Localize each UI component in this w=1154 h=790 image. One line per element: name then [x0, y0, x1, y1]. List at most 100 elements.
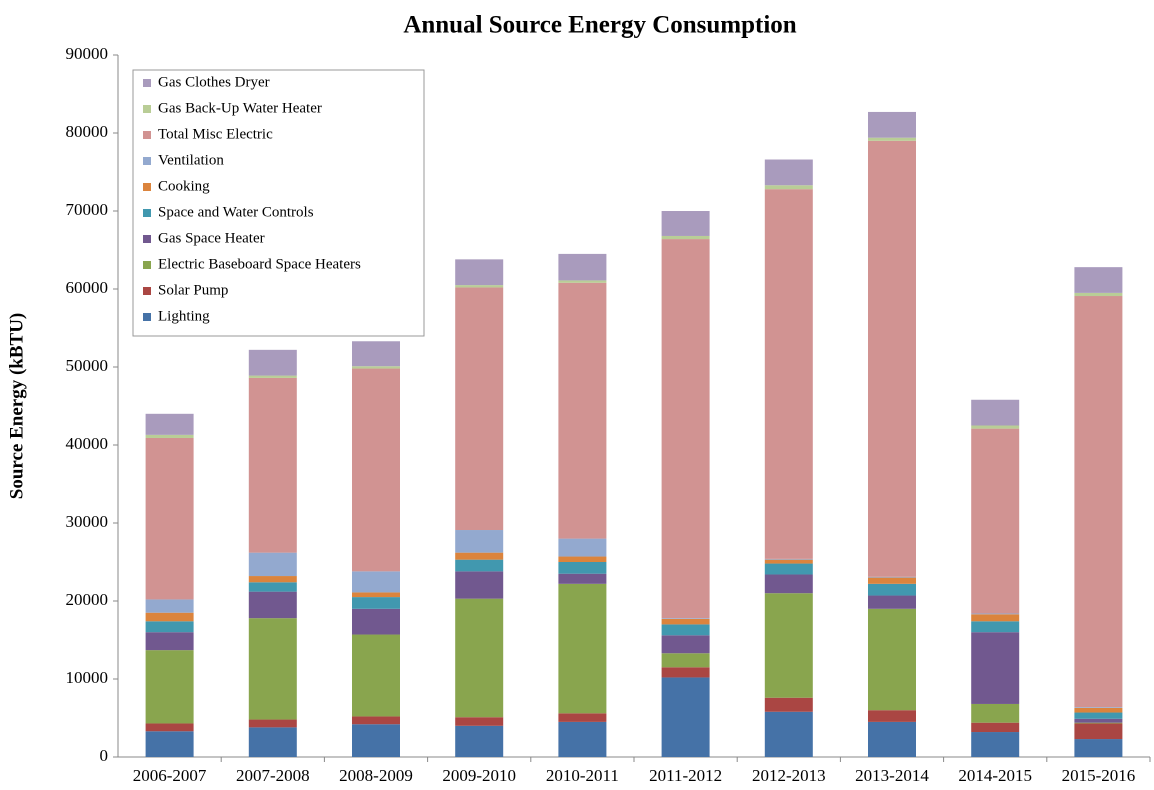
bar-segment	[1074, 712, 1123, 719]
bar-segment	[352, 724, 400, 757]
legend-label: Cooking	[158, 178, 210, 194]
bar-segment	[868, 137, 916, 141]
y-tick-label: 20000	[66, 590, 109, 609]
bar-segment	[971, 613, 1020, 615]
bar-segment	[455, 571, 504, 599]
bar-segment	[764, 563, 813, 575]
x-tick-label: 2015-2016	[1062, 766, 1136, 785]
legend-label: Space and Water Controls	[158, 204, 314, 220]
legend-swatch	[143, 105, 151, 113]
bar-segment	[145, 731, 194, 757]
legend-swatch	[143, 209, 151, 217]
bar-segment	[248, 375, 297, 378]
bar-segment	[455, 285, 504, 288]
bar-segment	[455, 598, 504, 718]
bar-segment	[455, 559, 504, 572]
y-tick-label: 40000	[66, 434, 109, 453]
bar-segment	[455, 259, 504, 286]
bar-segment	[661, 624, 710, 636]
bar-segment	[661, 618, 710, 619]
chart-title: Annual Source Energy Consumption	[403, 12, 796, 39]
bar-segment	[352, 592, 400, 598]
legend-swatch	[143, 157, 151, 165]
bar-segment	[352, 716, 400, 725]
legend-box	[132, 69, 425, 337]
bar-segment	[455, 287, 504, 531]
bar-segment	[661, 235, 710, 240]
bar-segment	[248, 377, 297, 553]
y-tick-label: 0	[100, 746, 109, 765]
bar-segment	[558, 282, 607, 539]
bar-segment	[352, 341, 400, 367]
bar-segment	[352, 366, 400, 369]
bar-segment	[971, 399, 1020, 426]
bar-segment	[661, 653, 710, 668]
legend-swatch	[143, 79, 151, 87]
bar-segment	[971, 632, 1020, 704]
bar-segment	[764, 593, 813, 698]
x-tick-label: 2010-2011	[546, 766, 619, 785]
bar-segment	[455, 717, 504, 726]
bar-segment	[248, 349, 297, 376]
x-tick-label: 2009-2010	[442, 766, 516, 785]
y-tick-label: 70000	[66, 200, 109, 219]
bar-segment	[145, 599, 194, 613]
legend-swatch	[143, 183, 151, 191]
legend-label: Gas Space Heater	[158, 230, 265, 246]
bar-segment	[352, 368, 400, 572]
bar-segment	[558, 562, 607, 574]
bar-segment	[868, 710, 916, 722]
bar-segment	[352, 571, 400, 593]
bar-segment	[352, 634, 400, 717]
bar-segment	[971, 621, 1020, 633]
x-tick-label: 2011-2012	[649, 766, 722, 785]
bar-segment	[558, 556, 607, 562]
bar-segment	[868, 576, 916, 578]
bar-segment	[1074, 722, 1123, 724]
x-tick-label: 2007-2008	[236, 766, 310, 785]
x-tick-label: 2012-2013	[752, 766, 826, 785]
x-tick-label: 2013-2014	[855, 766, 929, 785]
bar-segment	[558, 713, 607, 722]
bar-segment	[1074, 296, 1123, 708]
y-tick-label: 10000	[66, 668, 109, 687]
bar-segment	[971, 722, 1020, 733]
x-tick-label: 2006-2007	[133, 766, 207, 785]
bar-segment	[455, 530, 504, 553]
legend-swatch	[143, 235, 151, 243]
bar-segment	[1074, 267, 1123, 293]
bar-segment	[661, 211, 710, 236]
bar-segment	[764, 697, 813, 712]
bar-segment	[455, 725, 504, 757]
bar-segment	[248, 719, 297, 728]
legend-label: Gas Back-Up Water Heater	[158, 100, 322, 116]
bar-segment	[352, 597, 400, 609]
bar-segment	[661, 677, 710, 757]
bar-segment	[558, 721, 607, 757]
legend-label: Lighting	[158, 308, 210, 324]
bar-segment	[455, 552, 504, 560]
bar-segment	[1074, 739, 1123, 757]
y-tick-label: 60000	[66, 278, 109, 297]
bar-segment	[248, 576, 297, 583]
bar-segment	[145, 612, 194, 622]
bar-segment	[661, 667, 710, 678]
bar-segment	[764, 185, 813, 190]
legend-swatch	[143, 287, 151, 295]
bar-segment	[145, 434, 194, 438]
legend-label: Ventilation	[158, 152, 224, 168]
bar-segment	[661, 239, 710, 619]
bar-segment	[661, 618, 710, 625]
bar-segment	[145, 650, 194, 724]
legend-swatch	[143, 131, 151, 139]
bar-segment	[1074, 707, 1123, 713]
bar-segment	[764, 159, 813, 186]
bar-segment	[248, 727, 297, 757]
bar-segment	[558, 253, 607, 281]
bar-segment	[145, 632, 194, 651]
bar-segment	[764, 711, 813, 757]
y-tick-label: 30000	[66, 512, 109, 531]
bar-segment	[1074, 718, 1123, 723]
bar-segment	[868, 721, 916, 757]
